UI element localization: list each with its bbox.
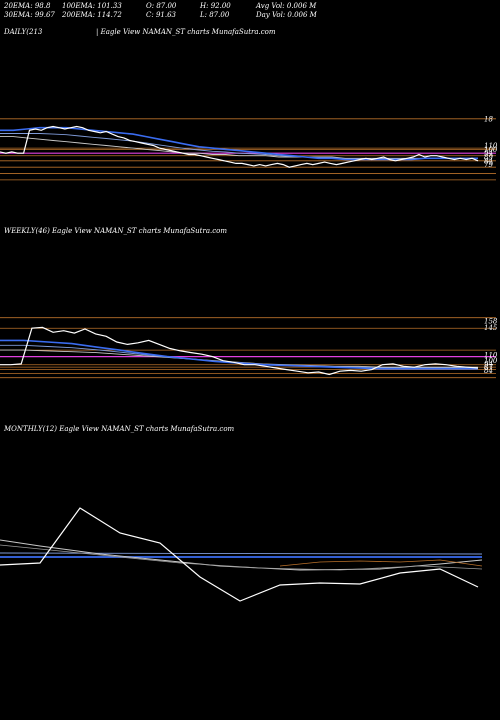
monthly-ema-slow-line — [0, 539, 483, 571]
daily-price-label: 94 — [484, 150, 493, 158]
daily-price-label: 100 — [484, 146, 498, 154]
weekly-price-label: 110 — [484, 351, 498, 359]
close-label: C: 91.63 — [146, 11, 176, 19]
ema20-label: 20EMA: 98.8 — [4, 2, 51, 10]
open-label: O: 87.00 — [146, 2, 177, 10]
daily-price-label: 89 — [484, 154, 493, 162]
weekly-panel-label: WEEKLY(46) Eagle View NAMAN_ST charts Mu… — [4, 227, 228, 235]
daily-price-line — [0, 125, 479, 168]
ema100-label: 100EMA: 101.33 — [62, 2, 122, 10]
daily-ema-fast-line — [0, 126, 478, 161]
monthly-price-line — [0, 507, 479, 602]
ema200-label: 200EMA: 114.72 — [62, 11, 122, 19]
daily-ema-slow-line — [0, 136, 478, 159]
daily-price-label: 84 — [484, 157, 493, 165]
weekly-price-label: 158 — [484, 317, 498, 325]
weekly-price-label: 87 — [484, 364, 493, 372]
monthly-chart — [0, 507, 483, 602]
avg-vol-label: Avg Vol: 0.006 M — [256, 2, 317, 10]
weekly-price-label: 94 — [484, 360, 493, 368]
daily-panel-label: DAILY(213 — [4, 28, 43, 36]
weekly-price-line — [0, 326, 479, 376]
day-vol-label: Day Vol: 0.006 M — [256, 11, 317, 19]
weekly-price-label: 84 — [484, 367, 493, 375]
weekly-price-label: 100 — [484, 357, 498, 365]
daily-price-label: 110 — [484, 142, 498, 150]
monthly-level-line — [279, 559, 483, 567]
weekly-price-label: 145 — [484, 324, 498, 332]
high-label: H: 92.00 — [200, 2, 231, 10]
daily-price-label: 18 — [484, 115, 493, 123]
low-label: L: 87.00 — [200, 11, 230, 19]
monthly-panel-label: MONTHLY(12) Eagle View NAMAN_ST charts M… — [4, 425, 235, 433]
ema30-label: 30EMA: 99.67 — [4, 11, 55, 19]
daily-panel-source: | Eagle View NAMAN_ST charts MunafaSutra… — [96, 28, 276, 36]
daily-ema-mid-line — [0, 133, 478, 160]
monthly-ema-long-line — [0, 544, 483, 571]
daily-price-label: 79 — [484, 161, 493, 169]
monthly-ema-mid-line — [0, 552, 483, 555]
